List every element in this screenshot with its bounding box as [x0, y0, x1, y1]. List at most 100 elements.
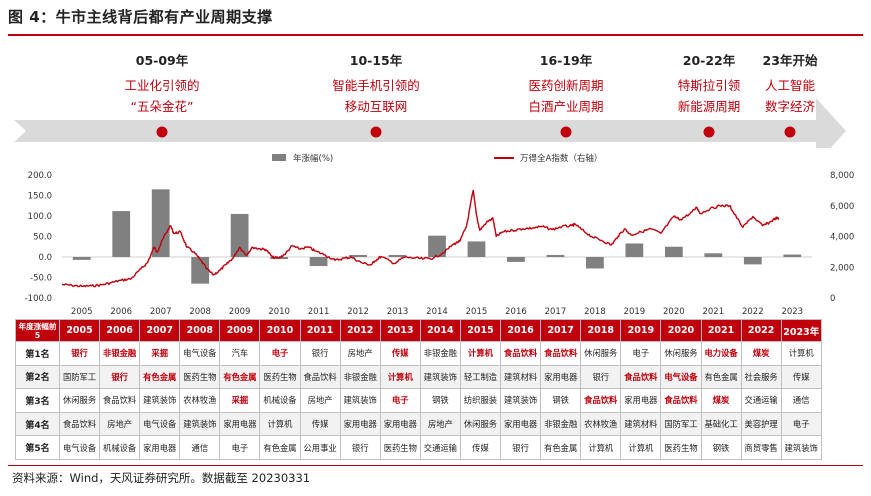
sector-cell: 休闲服务 — [660, 341, 702, 366]
sector-cell: 社会服务 — [740, 364, 782, 390]
year-header: 2022 — [740, 319, 782, 342]
sector-cell: 钢铁 — [700, 435, 742, 460]
year-header: 2023年 — [780, 319, 822, 342]
annual-return-bar — [349, 254, 367, 257]
y-left-tick-label: 100.0 — [28, 212, 52, 222]
sector-cell: 公用事业 — [299, 435, 341, 460]
x-tick-label: 2014 — [426, 307, 448, 317]
era-theme-line2: 移动互联网 — [345, 99, 408, 114]
era-theme-line1: 医药创新周期 — [528, 78, 603, 93]
sector-cell: 食品饮料 — [620, 364, 662, 390]
sector-cell: 建筑材料 — [500, 364, 542, 390]
y-right-tick-label: 6,000 — [830, 202, 854, 212]
table-row: 第1名 银行 非银金融 采掘 电气设备 汽车 电子 银行 房地产 传媒 非银金融 计算机 食品饮料 食品饮… — [15, 341, 822, 366]
y-right-tick-label: 4,000 — [830, 233, 854, 243]
sector-cell: 电气设备 — [660, 364, 702, 390]
x-tick-label: 2011 — [308, 307, 330, 317]
era-dot — [703, 126, 715, 138]
annual-return-bar — [388, 254, 407, 257]
sector-cell: 国防军工 — [660, 411, 702, 437]
sector-cell: 有色金属 — [700, 364, 742, 390]
annual-return-bar — [112, 211, 131, 257]
sector-cell: 电子 — [379, 388, 421, 413]
sector-cell: 电气设备 — [139, 411, 181, 437]
x-tick-label: 2023 — [781, 307, 803, 317]
year-header: 2006 — [99, 319, 141, 342]
footer-divider — [8, 465, 863, 466]
sector-cell: 家用电器 — [379, 411, 421, 437]
annual-return-bar — [428, 235, 446, 257]
sector-ranking-table: 年度涨幅前5 2005 2006 2007 2008 2009 2010 2011 2012 20… — [15, 319, 822, 460]
sector-cell: 休闲服务 — [580, 341, 622, 366]
y-left-tick-label: -50.0 — [30, 274, 52, 284]
x-tick-label: 2015 — [466, 307, 488, 317]
legend-bar-label: 年涨幅(%) — [293, 153, 333, 164]
annual-return-bar — [625, 243, 644, 257]
table-row: 第2名 国防军工 银行 有色金属 医药生物 有色金属 医药生物 食品饮料 非银金融 计算机 建筑装饰… — [15, 364, 822, 390]
sector-cell: 交通运输 — [740, 388, 782, 413]
sector-cell: 电力设备 — [700, 341, 742, 366]
sector-cell: 计算机 — [620, 435, 662, 460]
era-period: 20-22年 — [683, 53, 736, 68]
x-tick-label: 2020 — [663, 307, 685, 317]
era-theme-line2: 数字经济 — [765, 99, 816, 114]
year-header: 2008 — [179, 319, 221, 342]
sector-cell: 煤炭 — [700, 388, 742, 413]
sector-cell: 传媒 — [299, 411, 341, 437]
sector-cell: 通信 — [179, 435, 221, 460]
sector-cell: 食品饮料 — [299, 364, 341, 390]
sector-cell: 医药生物 — [179, 364, 221, 390]
index-line — [61, 189, 780, 288]
sector-cell: 家用电器 — [540, 364, 582, 390]
sector-cell: 银行 — [500, 435, 542, 460]
annual-return-bar — [230, 213, 249, 257]
y-left-tick-label: 200.0 — [28, 171, 52, 181]
x-tick-label: 2017 — [545, 307, 567, 317]
era-dot — [560, 126, 572, 138]
sector-cell: 房地产 — [99, 411, 141, 437]
y-right-tick-label: 2,000 — [830, 263, 854, 273]
era-period: 23年开始 — [763, 53, 818, 68]
sector-cell: 银行 — [580, 364, 622, 390]
annual-return-bar — [467, 241, 486, 257]
sector-cell: 食品饮料 — [99, 388, 141, 413]
sector-cell: 计算机 — [459, 341, 502, 366]
y-right-tick-label: 8,000 — [830, 171, 854, 181]
annual-return-bar — [191, 257, 210, 284]
sector-cell: 电子 — [780, 411, 822, 437]
title-divider — [8, 34, 863, 36]
table-row: 第4名 食品饮料 房地产 电气设备 建筑装饰 家用电器 计算机 传媒 家用电器 家用电器 房地产 休闲… — [15, 411, 822, 437]
sector-cell: 食品饮料 — [660, 388, 702, 413]
sector-cell: 有色金属 — [139, 364, 181, 390]
rank-label: 第2名 — [15, 364, 60, 390]
sector-cell: 建筑装饰 — [780, 435, 822, 460]
sector-cell: 家用电器 — [339, 411, 381, 437]
y-left-tick-label: 150.0 — [28, 192, 52, 202]
y-right-tick-label: 0 — [830, 294, 835, 304]
rank-label: 第3名 — [15, 388, 60, 413]
x-tick-label: 2007 — [150, 307, 172, 317]
x-tick-label: 2021 — [702, 307, 724, 317]
sector-cell: 建筑装饰 — [139, 388, 181, 413]
era-period: 10-15年 — [350, 53, 403, 68]
sector-cell: 纺织服装 — [459, 388, 502, 413]
sector-cell: 家用电器 — [219, 411, 261, 437]
sector-cell: 通信 — [780, 388, 822, 413]
sector-cell: 食品饮料 — [580, 388, 622, 413]
sector-cell: 休闲服务 — [58, 388, 101, 413]
era-theme-line1: 人工智能 — [765, 78, 816, 93]
sector-cell: 商贸零售 — [740, 435, 782, 460]
source-note: 资料来源：Wind，天风证券研究所。数据截至 20230331 — [12, 471, 311, 485]
sector-cell: 机械设备 — [99, 435, 141, 460]
sector-cell: 电子 — [620, 341, 662, 366]
sector-cell: 建筑装饰 — [500, 388, 542, 413]
year-header: 2015 — [459, 319, 502, 342]
sector-cell: 基础化工 — [700, 411, 742, 437]
annual-return-bar — [664, 246, 683, 257]
sector-cell: 电气设备 — [58, 435, 101, 460]
x-tick-label: 2006 — [110, 307, 132, 317]
sector-cell: 医药生物 — [379, 435, 421, 460]
sector-cell: 采掘 — [139, 341, 181, 366]
era-period: 05-09年 — [136, 53, 189, 68]
